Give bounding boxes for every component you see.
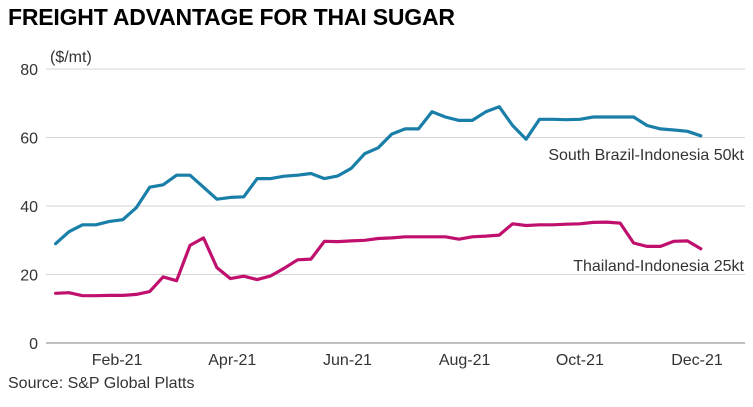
x-tick-label: Jun-21	[323, 352, 372, 369]
x-tick-label: Feb-21	[92, 352, 143, 369]
x-tick-label: Apr-21	[208, 352, 256, 369]
series-label-0: South Brazil-Indonesia 50kt	[548, 147, 744, 164]
y-tick-label: 0	[29, 336, 38, 353]
series-line-1	[54, 220, 703, 298]
y-tick-label: 60	[20, 131, 38, 148]
series-label-1: Thailand-Indonesia 25kt	[573, 258, 744, 275]
y-axis-unit-label: ($/mt)	[50, 49, 92, 66]
gridlines	[46, 68, 745, 344]
series-line-0	[54, 105, 703, 246]
x-tick-label: Oct-21	[556, 352, 604, 369]
series-labels: South Brazil-Indonesia 50kt Thailand-Indo…	[548, 147, 744, 275]
y-axis-ticks: 0 20 40 60 80	[20, 62, 38, 353]
source-note: Source: S&P Global Platts	[8, 375, 195, 392]
x-axis-ticks: Feb-21 Apr-21 Jun-21 Aug-21 Oct-21 Dec-21	[92, 352, 723, 369]
chart-title: FREIGHT ADVANTAGE FOR THAI SUGAR	[8, 4, 455, 30]
x-tick-label: Dec-21	[671, 352, 723, 369]
x-tick-label: Aug-21	[439, 352, 491, 369]
y-tick-label: 80	[20, 62, 38, 79]
y-tick-label: 40	[20, 199, 38, 216]
series-lines	[54, 105, 703, 298]
y-tick-label: 20	[20, 268, 38, 285]
